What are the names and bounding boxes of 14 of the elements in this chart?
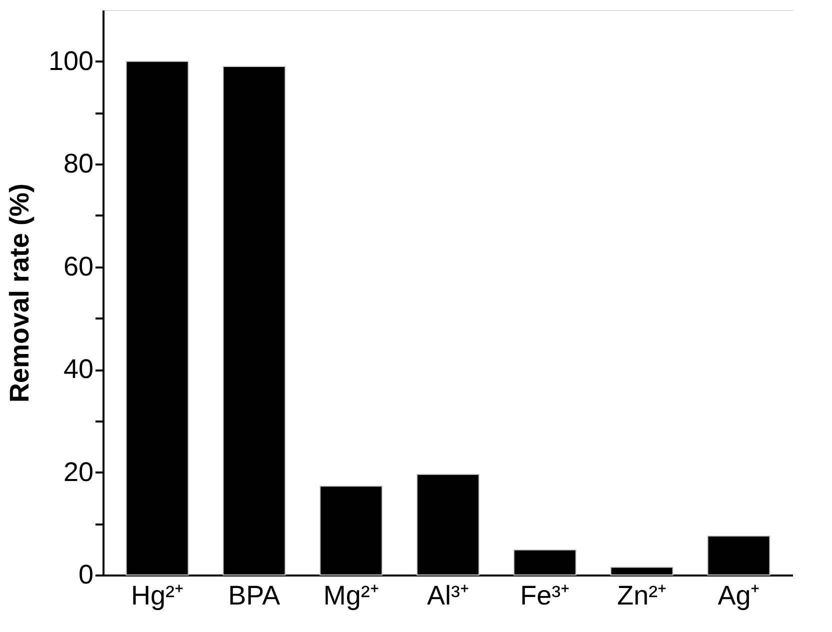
y-tick-label: 100 — [48, 46, 94, 76]
x-tick-label: Fe³⁺ — [520, 580, 570, 610]
y-tick-label: 0 — [78, 560, 94, 590]
y-tick-label: 80 — [63, 148, 94, 179]
x-tick-label: BPA — [228, 580, 280, 610]
x-tick-label: Mg²⁺ — [323, 580, 379, 610]
x-tick-label: Ag⁺ — [718, 580, 760, 610]
y-axis-title: Removal rate (%) — [4, 183, 34, 403]
y-tick-label: 40 — [63, 354, 94, 384]
x-tick-label: Al³⁺ — [427, 580, 469, 610]
x-tick-label: Hg²⁺ — [131, 580, 184, 610]
y-tick-label: 60 — [63, 251, 94, 282]
x-tick-label: Zn²⁺ — [617, 580, 667, 610]
y-tick-label: 20 — [63, 456, 94, 487]
